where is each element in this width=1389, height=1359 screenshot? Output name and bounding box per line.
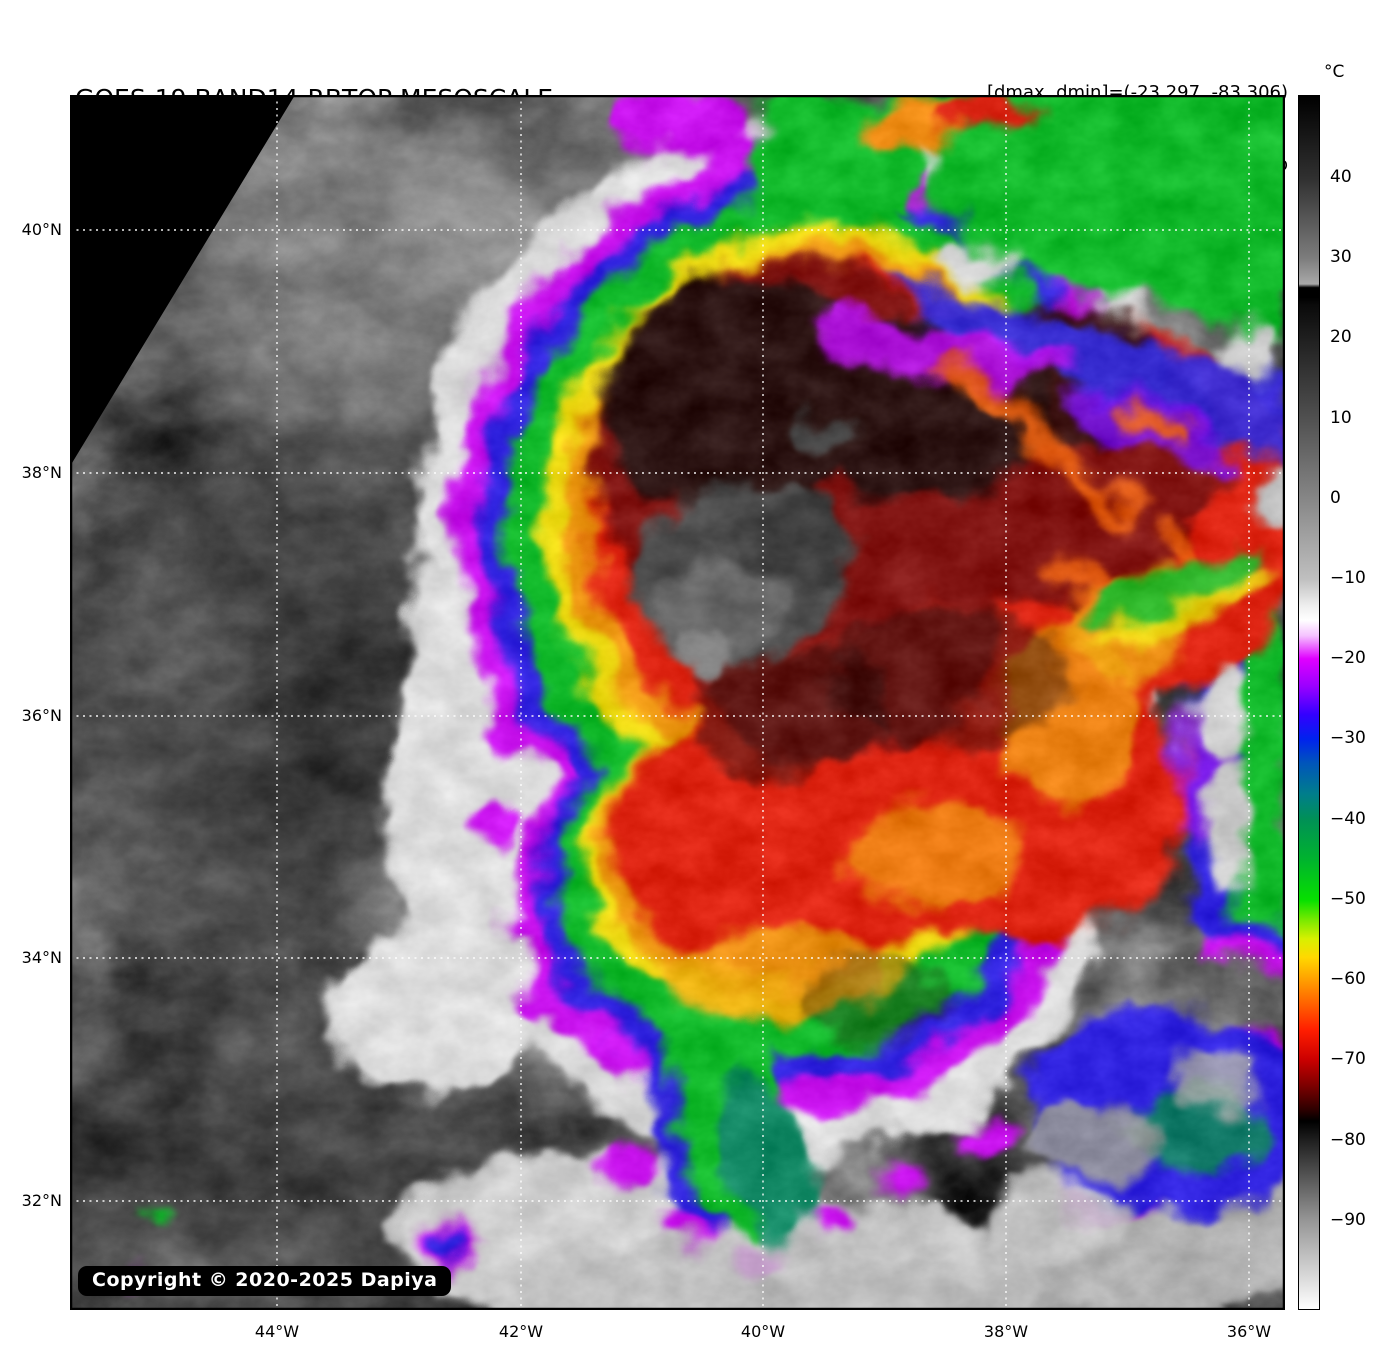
lon-label-36w: 36°W	[1226, 1322, 1272, 1341]
colorbar-tick-0: 0	[1330, 488, 1341, 508]
lat-label-32n: 32°N	[21, 1191, 62, 1210]
colorbar-gradient	[1298, 95, 1320, 1310]
colorbar-tick-30: 30	[1330, 247, 1352, 267]
graticule	[70, 95, 1285, 1310]
colorbar-tick-m40: −40	[1330, 809, 1366, 829]
lon-label-42w: 42°W	[498, 1322, 544, 1341]
satellite-image	[70, 95, 1285, 1310]
map-border	[70, 95, 1285, 1310]
lon-label-38w: 38°W	[983, 1322, 1029, 1341]
colorbar-unit: °C	[1324, 62, 1345, 82]
lat-label-40n: 40°N	[21, 220, 62, 239]
colorbar-tick-m20: −20	[1330, 648, 1366, 668]
colorbar-tick-40: 40	[1330, 167, 1352, 187]
lat-label-36n: 36°N	[21, 706, 62, 725]
colorbar-tick-20: 20	[1330, 327, 1352, 347]
colorbar-tick-m60: −60	[1330, 969, 1366, 989]
cloud-texture-overlay	[70, 95, 1285, 1310]
colorbar-tick-m10: −10	[1330, 568, 1366, 588]
colorbar-tick-m90: −90	[1330, 1210, 1366, 1230]
lat-label-34n: 34°N	[21, 948, 62, 967]
colorbar-tick-m70: −70	[1330, 1049, 1366, 1069]
scan-edge-triangle	[70, 95, 295, 525]
lon-label-40w: 40°W	[740, 1322, 786, 1341]
colorbar-tick-m50: −50	[1330, 889, 1366, 909]
colorbar-tick-m80: −80	[1330, 1130, 1366, 1150]
copyright-badge: Copyright © 2020-2025 Dapiya	[78, 1266, 452, 1296]
satellite-map: Copyright © 2020-2025 Dapiya	[70, 95, 1285, 1310]
colorbar-tick-m30: −30	[1330, 728, 1366, 748]
lon-label-44w: 44°W	[254, 1322, 300, 1341]
lat-label-38n: 38°N	[21, 463, 62, 482]
colorbar-tick-10: 10	[1330, 408, 1352, 428]
